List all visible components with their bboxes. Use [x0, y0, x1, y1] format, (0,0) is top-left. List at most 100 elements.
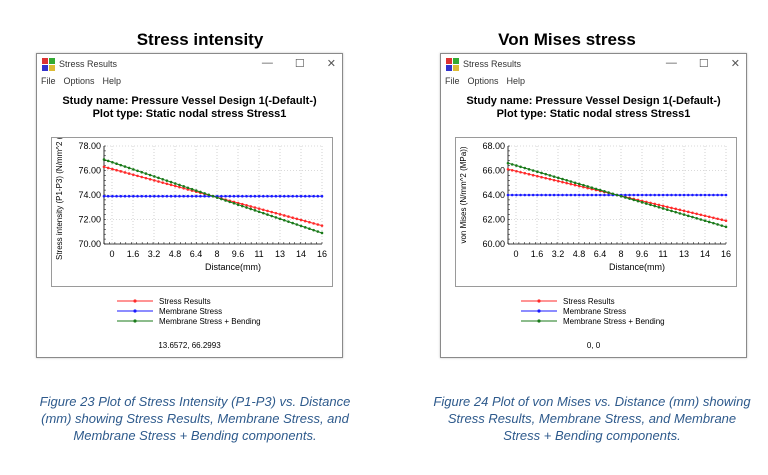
- data-point-membrane: [636, 193, 640, 197]
- data-point-bending: [303, 226, 307, 229]
- data-point-bending: [123, 165, 127, 168]
- data-point-stress: [282, 214, 286, 217]
- y-tick-label: 78.00: [78, 141, 101, 151]
- data-point-membrane: [161, 194, 164, 198]
- data-point-stress: [573, 183, 577, 187]
- data-point-bending: [308, 227, 311, 231]
- data-point-bending: [666, 208, 669, 211]
- data-point-membrane: [178, 194, 181, 198]
- data-point-membrane: [316, 194, 320, 198]
- data-point-stress: [577, 184, 581, 188]
- data-point-bending: [144, 172, 148, 175]
- x-tick-label: 0: [513, 249, 518, 259]
- close-icon[interactable]: ✕: [326, 58, 336, 70]
- data-point-membrane: [724, 193, 728, 197]
- menu-help[interactable]: Help: [506, 76, 526, 86]
- minimize-icon[interactable]: —: [261, 57, 273, 69]
- data-point-membrane: [119, 194, 123, 198]
- data-point-stress: [703, 214, 707, 218]
- data-point-membrane: [241, 194, 244, 198]
- data-point-membrane: [115, 194, 118, 198]
- data-point-stress: [724, 219, 728, 223]
- data-point-membrane: [199, 194, 202, 198]
- data-point-bending: [224, 199, 227, 202]
- maximize-icon[interactable]: ☐: [698, 58, 709, 70]
- data-point-bending: [686, 214, 690, 218]
- data-point-membrane: [169, 194, 173, 198]
- data-point-bending: [190, 187, 194, 191]
- data-point-stress: [173, 184, 177, 188]
- legend-label: Membrane Stress: [563, 306, 627, 316]
- data-point-bending: [561, 177, 564, 181]
- data-point-stress: [657, 203, 661, 207]
- data-point-bending: [703, 219, 707, 223]
- data-point-membrane: [628, 193, 631, 197]
- data-point-bending: [582, 183, 585, 187]
- data-point-membrane: [203, 194, 206, 198]
- data-point-membrane: [136, 194, 139, 198]
- data-point-stress: [527, 172, 531, 176]
- data-point-membrane: [157, 194, 160, 198]
- data-point-membrane: [569, 193, 573, 197]
- menu-help[interactable]: Help: [102, 76, 122, 86]
- data-point-stress: [148, 177, 152, 181]
- data-point-membrane: [531, 193, 535, 197]
- data-point-membrane: [548, 193, 552, 197]
- data-point-bending: [169, 180, 173, 184]
- window-titlebar[interactable]: Stress Results — ☐ ✕: [441, 54, 746, 74]
- data-point-membrane: [262, 194, 265, 198]
- minimize-icon[interactable]: —: [665, 57, 677, 69]
- data-point-stress: [582, 185, 585, 189]
- data-point-membrane: [645, 193, 648, 197]
- window-titlebar[interactable]: Stress Results — ☐ ✕: [37, 54, 342, 74]
- menu-options[interactable]: Options: [467, 76, 499, 86]
- data-point-membrane: [308, 194, 311, 198]
- data-point-bending: [724, 225, 728, 229]
- data-point-stress: [249, 205, 253, 208]
- data-point-stress: [312, 222, 315, 225]
- chart-legend: Stress Results Membrane Stress Membrane …: [117, 296, 261, 326]
- plot-type: Plot type: Static nodal stress Stress1: [496, 108, 691, 120]
- data-point-stress: [266, 209, 269, 213]
- data-point-bending: [249, 207, 253, 211]
- data-point-membrane: [691, 193, 694, 197]
- data-point-stress: [144, 176, 148, 180]
- data-point-stress: [270, 210, 273, 214]
- data-point-bending: [720, 224, 724, 227]
- data-point-membrane: [303, 194, 307, 198]
- data-point-bending: [624, 196, 627, 199]
- plot-area: 0 1.6 3.2 4.8 6.4 8 9.6 11 13 14 16 70.00 72.00 74.00…: [51, 130, 333, 287]
- data-point-bending: [312, 228, 315, 232]
- data-point-bending: [510, 163, 514, 166]
- data-point-bending: [136, 169, 139, 173]
- data-point-bending: [106, 159, 110, 163]
- data-point-bending: [295, 223, 299, 226]
- series-bending: [506, 161, 728, 229]
- x-tick-label: 6.4: [594, 249, 607, 259]
- legend-label: Stress Results: [563, 296, 615, 306]
- data-point-membrane: [186, 194, 190, 198]
- data-point-stress: [320, 224, 324, 227]
- menu-file[interactable]: File: [445, 76, 460, 86]
- legend-swatch-membrane: [117, 309, 153, 313]
- close-icon[interactable]: ✕: [730, 58, 740, 70]
- legend-label: Stress Results: [159, 296, 211, 306]
- data-point-membrane: [253, 194, 257, 198]
- data-point-stress: [561, 180, 564, 184]
- data-point-bending: [573, 181, 577, 185]
- data-point-bending: [220, 197, 223, 201]
- figure-caption-23: Figure 23 Plot of Stress Intensity (P1-P…: [39, 394, 351, 443]
- data-point-bending: [653, 204, 657, 208]
- menu-options[interactable]: Options: [63, 76, 95, 86]
- data-point-bending: [707, 220, 711, 224]
- data-point-stress: [102, 165, 106, 169]
- data-point-stress: [132, 173, 135, 177]
- menu-file[interactable]: File: [41, 76, 56, 86]
- data-point-stress: [720, 218, 724, 222]
- plot-type: Plot type: Static nodal stress Stress1: [92, 108, 287, 120]
- x-tick-label: 1.6: [531, 249, 544, 259]
- data-point-bending: [102, 158, 106, 161]
- x-axis-label: Distance(mm): [205, 262, 261, 272]
- data-point-bending: [632, 198, 636, 202]
- maximize-icon[interactable]: ☐: [294, 58, 305, 70]
